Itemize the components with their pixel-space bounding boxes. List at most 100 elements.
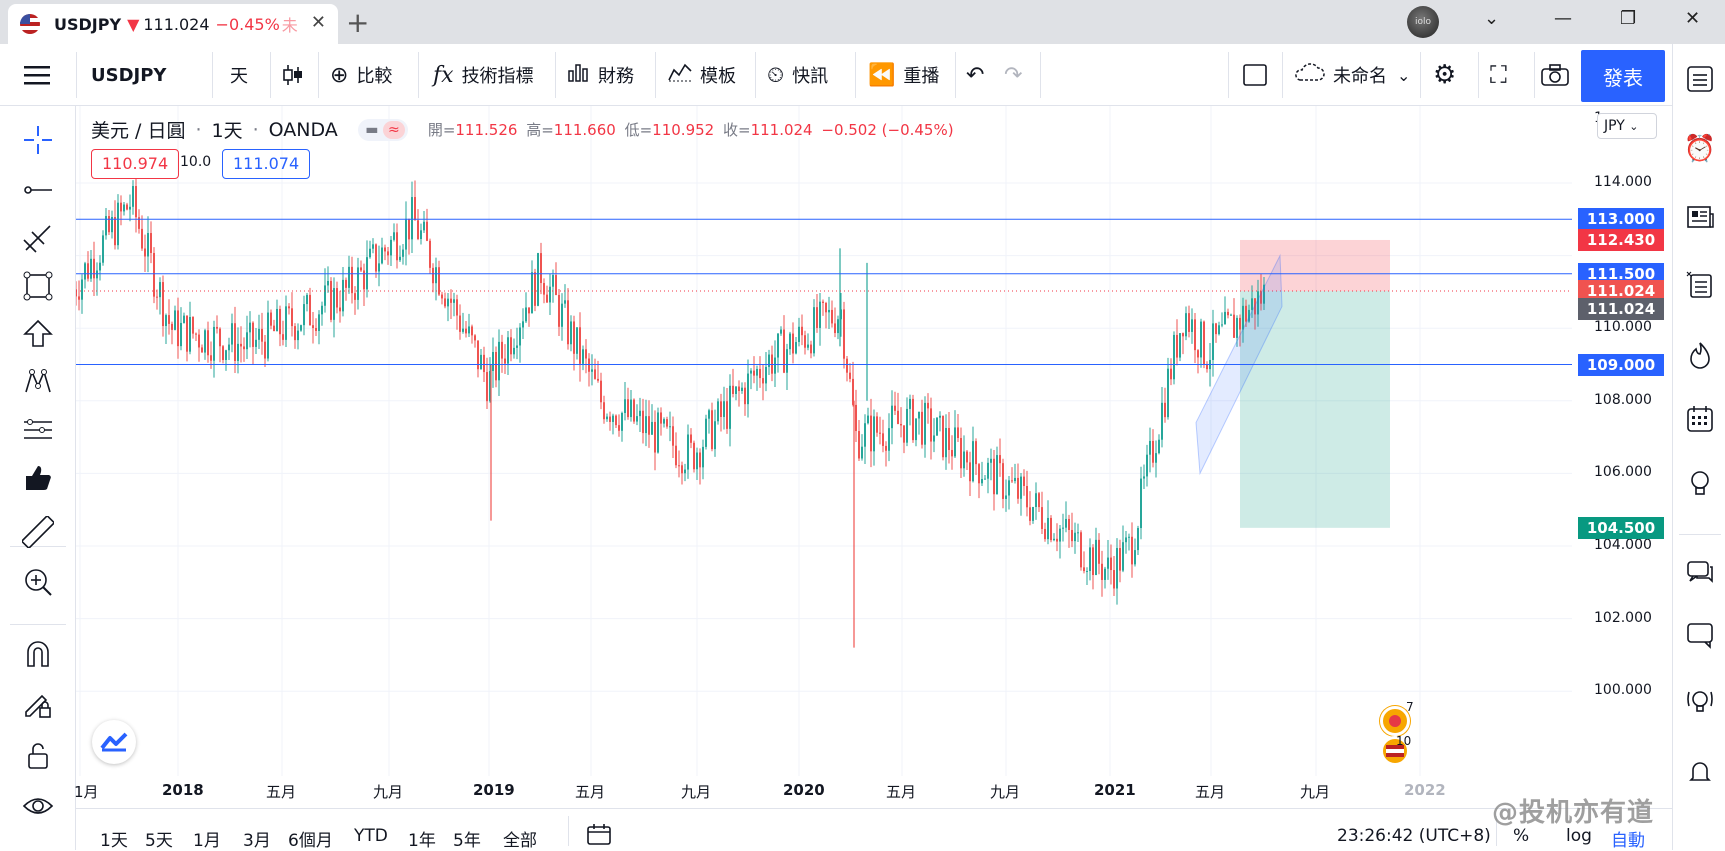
redo-button[interactable]: ↷ [1004,44,1022,106]
interval-button[interactable]: 天 [230,66,248,87]
menu-button[interactable] [24,44,50,106]
chart-tab[interactable]: USDJPY ▼ 111.024 −0.45% 未 ✕ [8,4,338,44]
watchlist-icon[interactable] [1683,64,1717,98]
ideas-stream-icon[interactable] [1683,686,1717,720]
candle-body [234,323,236,362]
thumbs-up-icon[interactable] [22,462,54,494]
fib-tool-icon[interactable] [22,222,54,254]
new-tab-button[interactable]: + [346,6,370,39]
chart-type-button[interactable] [282,44,304,106]
candle-body [594,369,596,379]
candle-body [1188,313,1190,332]
candle-body [315,328,317,331]
snapshot-button[interactable] [1540,44,1570,106]
pattern-icon[interactable] [22,366,54,398]
log-scale-button[interactable]: log [1566,826,1592,846]
range-button[interactable]: 5年 [453,831,481,851]
replay-button[interactable]: ⏪ 重播 [868,44,939,106]
undo-button[interactable]: ↶ [966,44,984,106]
sell-price-box[interactable]: 110.974 [91,149,180,179]
restore-button[interactable]: ❐ [1620,8,1637,29]
eye-icon[interactable] [22,790,54,822]
indicators-button[interactable]: fx 技術指標 [433,44,534,106]
candle-body [984,478,986,480]
camera-icon [1541,64,1569,86]
chat-icon[interactable] [1683,558,1717,592]
forecast-icon[interactable] [22,414,54,446]
chevron-down-icon[interactable]: ⌄ [1484,8,1500,29]
candle-body [609,416,611,422]
calendar-icon[interactable] [1683,404,1717,438]
range-button[interactable]: 1天 [100,831,128,851]
range-button[interactable]: 5天 [145,831,173,851]
auto-scale-button[interactable]: 自動 [1611,831,1645,851]
alert-button[interactable]: ⏲ 快訊 [767,44,828,106]
zoom-in-icon[interactable] [22,566,54,598]
notifications-bell-icon[interactable] [1683,756,1717,790]
range-button[interactable]: YTD [354,826,388,846]
ruler-icon[interactable] [20,514,56,550]
legend-source: OANDA [268,118,338,141]
comment-icon[interactable] [1683,620,1717,654]
currency-button[interactable]: JPY ⌄ [1597,113,1657,139]
financials-button[interactable]: 財務 [568,44,634,106]
buy-price-box[interactable]: 111.074 [222,149,311,179]
candle-body [933,435,935,442]
candle-body [147,233,149,257]
event-us-flag-icon[interactable] [1380,736,1410,766]
candlestick-series [76,178,1265,648]
market-status-toggle[interactable]: ▬ ≈ [357,118,408,141]
candle-body [210,355,212,361]
symbol-search-button[interactable]: USDJPY [91,64,167,86]
lightbulb-icon[interactable] [1683,468,1717,502]
candle-body [1107,557,1109,569]
data-window-icon[interactable] [1683,270,1717,304]
candle-body [897,410,899,424]
tradingview-logo[interactable] [92,720,136,764]
trend-line-icon[interactable] [22,174,54,206]
candle-body [1032,506,1034,521]
candle-body [1005,495,1007,499]
candle-body [123,204,125,212]
goto-date-icon[interactable] [586,822,612,851]
candle-body [1239,317,1241,330]
magnet-icon[interactable] [22,638,54,670]
range-button[interactable]: 3月 [243,831,271,851]
candle-body [738,386,740,391]
layout-button[interactable]: 未命名 ⌄ [1293,44,1410,106]
arrow-up-icon[interactable] [22,318,54,350]
settings-button[interactable]: ⚙ [1433,44,1456,106]
candle-body [1149,440,1151,455]
lock-pencil-icon[interactable] [22,688,54,720]
minimize-button[interactable]: — [1554,8,1572,29]
unlock-icon[interactable] [22,740,54,772]
range-button[interactable]: 1月 [193,831,221,851]
hotlist-fire-icon[interactable] [1683,340,1717,374]
percent-scale-button[interactable]: % [1513,826,1530,846]
candle-body [630,399,632,418]
close-tab-icon[interactable]: ✕ [310,12,326,33]
news-icon[interactable] [1683,202,1717,236]
range-button[interactable]: 1年 [408,831,436,851]
crosshair-icon[interactable] [22,124,54,156]
clock-time[interactable]: 23:26:42 (UTC+8) [1337,826,1491,846]
window-close-button[interactable]: ✕ [1685,8,1701,29]
candle-body [195,333,197,335]
candle-body [987,462,989,479]
range-button[interactable]: 全部 [503,831,537,851]
alarm-clock-icon[interactable]: ⏰ [1683,134,1717,164]
range-button[interactable]: 6個月 [288,831,333,851]
legend-title[interactable]: 美元 / 日圓 [91,120,186,142]
rectangle-icon[interactable] [22,270,54,302]
fullscreen-button[interactable]: ⛶ [1490,44,1507,106]
price-chart[interactable] [76,106,1572,806]
candle-body [825,302,827,313]
event-jp-flag-icon[interactable] [1380,706,1410,736]
templates-button[interactable]: 模板 [668,44,736,106]
candle-body [486,372,488,402]
publish-button[interactable]: 發表 [1581,50,1665,102]
avatar[interactable]: iolo Sach [1407,6,1439,59]
compare-button[interactable]: ⊕ 比較 [330,44,392,106]
candle-body [312,325,314,329]
select-area-button[interactable] [1242,44,1268,106]
